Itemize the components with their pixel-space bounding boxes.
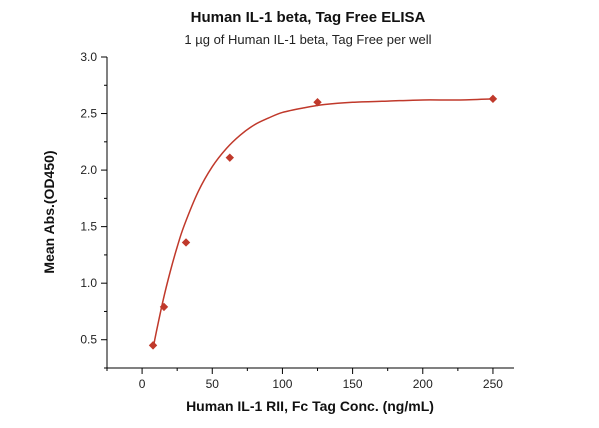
chart-title: Human IL-1 beta, Tag Free ELISA bbox=[191, 9, 426, 26]
data-point-diamond bbox=[488, 94, 498, 104]
y-tick-label: 3.0 bbox=[80, 50, 97, 64]
data-point-diamond bbox=[181, 238, 191, 247]
x-axis-label: Human IL-1 RII, Fc Tag Conc. (ng/mL) bbox=[186, 398, 434, 414]
data-points bbox=[148, 94, 498, 350]
x-tick-label: 50 bbox=[206, 377, 220, 391]
data-point-diamond bbox=[313, 98, 322, 107]
y-tick-label: 2.5 bbox=[80, 107, 97, 121]
x-tick-label: 250 bbox=[483, 377, 503, 391]
x-tick-label: 0 bbox=[139, 377, 146, 391]
data-point-diamond bbox=[148, 341, 158, 350]
x-tick-label: 100 bbox=[272, 377, 292, 391]
x-tick-label: 150 bbox=[343, 377, 363, 391]
y-tick-label: 2.0 bbox=[80, 163, 97, 177]
y-axis-ticks: 0.5 1.0 1.5 2.0 2.5 3.0 bbox=[80, 50, 107, 369]
chart-subtitle: 1 µg of Human IL-1 beta, Tag Free per we… bbox=[184, 32, 431, 47]
y-axis-label: Mean Abs.(OD450) bbox=[41, 150, 57, 273]
y-tick-label: 1.0 bbox=[80, 276, 97, 290]
fit-curve bbox=[152, 98, 493, 349]
data-point-diamond bbox=[225, 153, 235, 162]
x-tick-label: 200 bbox=[413, 377, 433, 391]
y-tick-label: 1.5 bbox=[80, 220, 97, 234]
data-point-diamond bbox=[159, 302, 169, 312]
y-tick-label: 0.5 bbox=[80, 333, 97, 347]
x-axis-ticks: 0 50 100 150 200 250 bbox=[106, 368, 503, 391]
